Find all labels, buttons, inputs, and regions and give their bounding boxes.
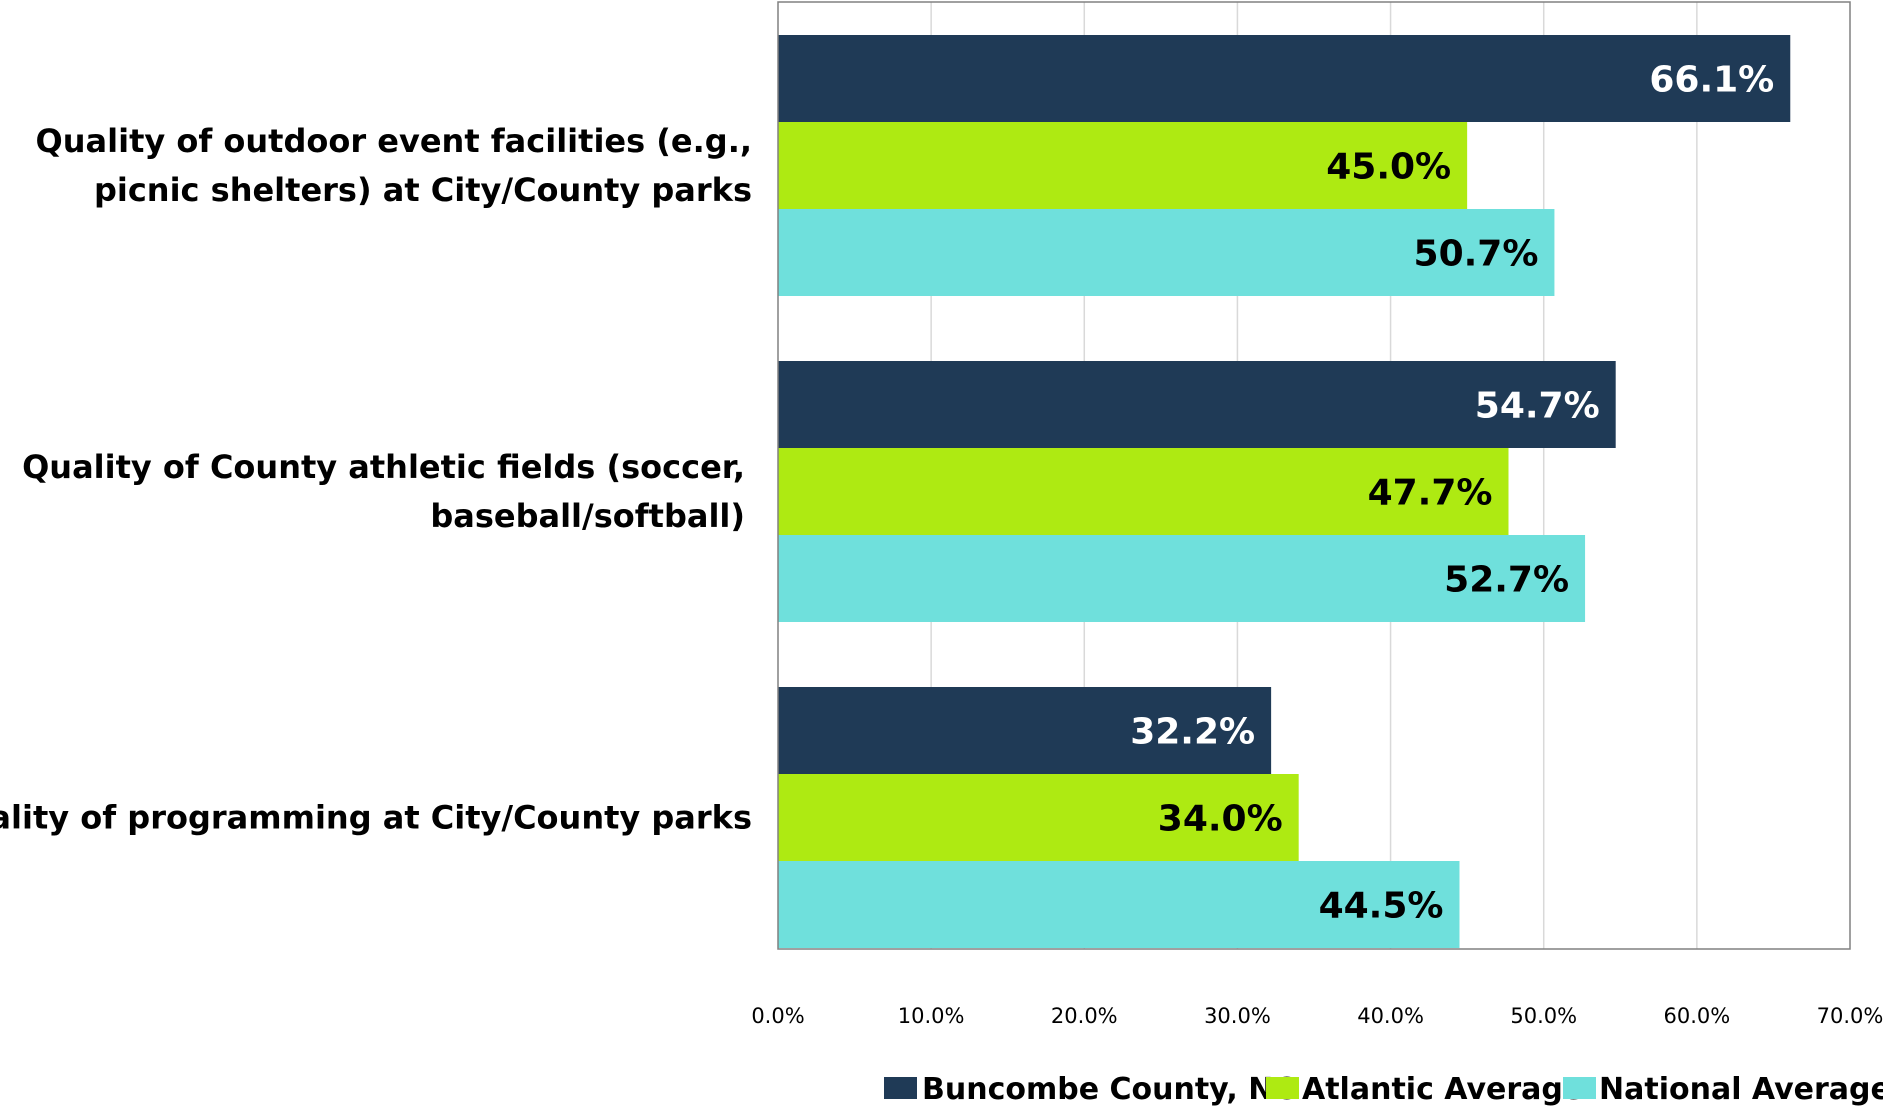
x-tick-label: 0.0% [751,1004,804,1028]
bar [778,361,1616,448]
data-label: 66.1% [1649,60,1774,101]
category-label-line: picnic shelters) at City/County parks [94,171,752,209]
category-label-line: Quality of programming at City/County pa… [0,799,752,837]
bar [778,35,1791,122]
category-label: Quality of County athletic fields (socce… [22,448,745,535]
data-label: 44.5% [1319,886,1444,927]
legend-swatch [1266,1077,1299,1099]
data-label: 34.0% [1158,799,1283,840]
legend-swatch [1563,1077,1596,1099]
bar [778,687,1272,774]
x-tick-label: 50.0% [1510,1004,1577,1028]
category-label: Quality of programming at City/County pa… [0,799,752,837]
bar [778,448,1509,535]
data-label: 52.7% [1444,560,1569,601]
x-tick-label: 70.0% [1817,1004,1883,1028]
bar [778,122,1468,209]
bars: 66.1% 54.7% 32.2% 45.0% 47.7% 34.0% 50.7% 52.7%… [778,35,1791,948]
data-label: 45.0% [1326,147,1451,188]
data-label: 50.7% [1414,234,1539,275]
bar [778,774,1299,861]
data-label: 32.2% [1130,712,1255,753]
legend-label: National Average [1599,1072,1883,1107]
x-tick-label: 20.0% [1051,1004,1118,1028]
legend: Buncombe County, NC Atlantic Average Natio… [884,1072,1883,1107]
category-label: Quality of outdoor event facilities (e.g… [36,122,752,209]
category-label-line: Quality of outdoor event facilities (e.g… [36,122,752,160]
bar [778,535,1586,622]
x-tick-label: 30.0% [1204,1004,1271,1028]
bar [778,209,1555,296]
category-label-line: baseball/softball) [430,497,745,535]
category-label-line: Quality of County athletic fields (socce… [22,448,745,486]
legend-swatch [884,1077,917,1099]
category-labels: Quality of outdoor event facilities (e.g… [0,122,752,837]
plot-area-border [777,1,1851,950]
x-tick-label: 40.0% [1357,1004,1424,1028]
x-tick-label: 10.0% [898,1004,965,1028]
data-label: 47.7% [1368,473,1493,514]
x-axis-tick-labels: 0.0% 10.0% 20.0% 30.0% 40.0% 50.0% 60.0% 70.0% [751,1004,1883,1028]
legend-label: Atlantic Average [1302,1072,1583,1107]
data-label: 54.7% [1475,386,1600,427]
legend-label: Buncombe County, NC [922,1072,1295,1107]
x-tick-label: 60.0% [1663,1004,1730,1028]
bar [778,861,1460,948]
